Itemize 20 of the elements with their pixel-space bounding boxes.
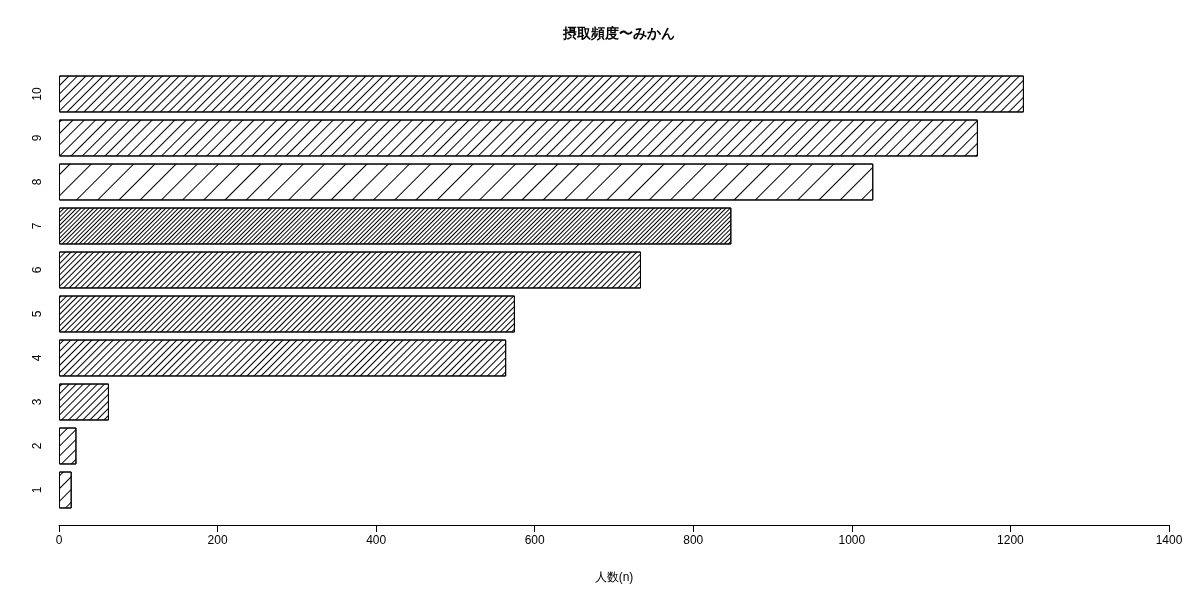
y-tick-label: 10 [30,87,44,101]
x-tick-label: 1200 [997,533,1025,547]
y-tick-label: 4 [30,354,44,362]
x-tick-label: 200 [207,533,228,547]
x-tick-label: 800 [683,533,704,547]
y-tick-label: 5 [30,310,44,318]
x-tick-label: 1000 [838,533,866,547]
chart-title: 摂取頻度〜みかん [562,25,675,41]
y-tick-label: 2 [30,442,44,450]
x-tick-label: 1400 [1155,533,1183,547]
x-tick-label: 400 [366,533,387,547]
y-tick-label: 9 [30,134,44,142]
y-tick-label: 1 [30,486,44,494]
x-tick-label: 0 [55,533,63,547]
y-tick-label: 7 [30,222,44,230]
y-tick-label: 6 [30,266,44,274]
x-axis-title: 人数(n) [594,570,634,584]
y-tick-label: 8 [30,178,44,186]
x-tick-label: 600 [524,533,546,547]
y-tick-label: 3 [30,398,44,406]
